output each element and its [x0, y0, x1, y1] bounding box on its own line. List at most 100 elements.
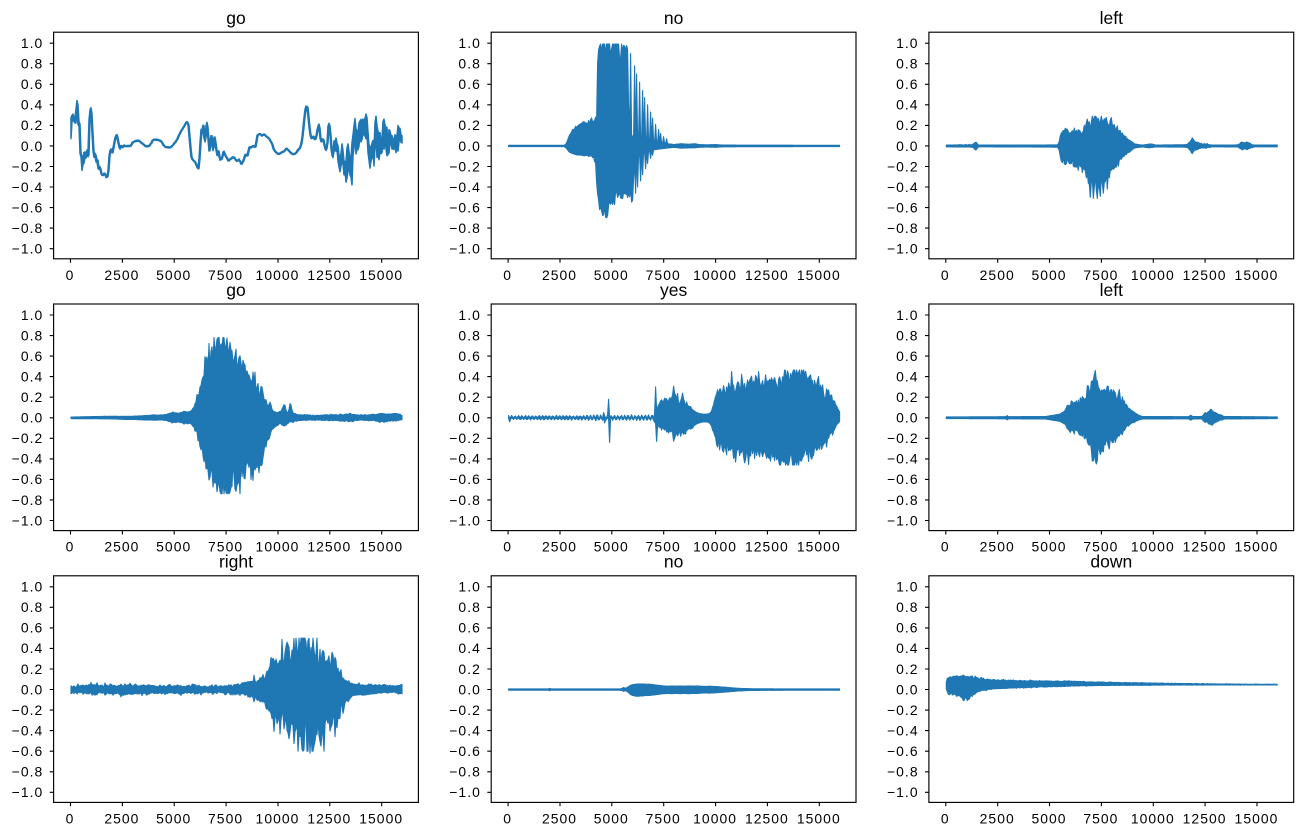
svg-text:0: 0 — [503, 267, 512, 283]
svg-text:15000: 15000 — [359, 539, 403, 555]
svg-text:yes: yes — [660, 280, 687, 300]
svg-text:0: 0 — [66, 539, 75, 555]
svg-text:1.0: 1.0 — [21, 307, 43, 323]
svg-text:2500: 2500 — [542, 539, 577, 555]
svg-text:−0.8: −0.8 — [12, 764, 44, 780]
svg-text:0: 0 — [941, 539, 950, 555]
svg-text:0.8: 0.8 — [21, 56, 43, 72]
svg-text:0.8: 0.8 — [458, 56, 480, 72]
svg-text:right: right — [219, 552, 253, 572]
svg-text:−0.2: −0.2 — [449, 158, 481, 174]
svg-text:−0.2: −0.2 — [887, 702, 919, 718]
svg-text:2500: 2500 — [980, 267, 1015, 283]
svg-text:7500: 7500 — [646, 810, 681, 826]
svg-text:no: no — [664, 8, 683, 28]
svg-text:0.6: 0.6 — [21, 620, 43, 636]
svg-text:1.0: 1.0 — [21, 579, 43, 595]
svg-text:down: down — [1090, 552, 1132, 572]
svg-text:0.4: 0.4 — [21, 97, 43, 113]
svg-text:0.8: 0.8 — [458, 599, 480, 615]
svg-text:0.6: 0.6 — [896, 76, 918, 92]
svg-text:15000: 15000 — [1235, 267, 1279, 283]
svg-text:go: go — [226, 280, 245, 300]
svg-text:10000: 10000 — [1131, 810, 1175, 826]
svg-text:7500: 7500 — [208, 810, 243, 826]
svg-text:5000: 5000 — [156, 539, 191, 555]
svg-text:0.4: 0.4 — [21, 640, 43, 656]
svg-text:10000: 10000 — [256, 539, 300, 555]
svg-text:−0.2: −0.2 — [12, 702, 44, 718]
svg-text:−0.4: −0.4 — [887, 179, 919, 195]
svg-text:−1.0: −1.0 — [449, 784, 481, 800]
svg-text:0: 0 — [503, 539, 512, 555]
svg-text:7500: 7500 — [646, 539, 681, 555]
svg-text:0.8: 0.8 — [21, 327, 43, 343]
svg-text:0.2: 0.2 — [21, 661, 43, 677]
svg-text:0.6: 0.6 — [21, 348, 43, 364]
svg-text:0.4: 0.4 — [458, 97, 480, 113]
svg-text:−0.8: −0.8 — [12, 220, 44, 236]
svg-text:0.6: 0.6 — [896, 348, 918, 364]
svg-text:−0.2: −0.2 — [887, 430, 919, 446]
svg-text:5000: 5000 — [594, 539, 629, 555]
svg-text:0.8: 0.8 — [896, 327, 918, 343]
svg-text:left: left — [1100, 8, 1123, 28]
svg-text:go: go — [226, 8, 245, 28]
svg-text:2500: 2500 — [104, 267, 139, 283]
svg-text:10000: 10000 — [1131, 539, 1175, 555]
svg-text:0.2: 0.2 — [458, 117, 480, 133]
svg-text:left: left — [1100, 280, 1123, 300]
svg-text:5000: 5000 — [594, 267, 629, 283]
svg-text:5000: 5000 — [594, 810, 629, 826]
svg-text:−0.8: −0.8 — [449, 764, 481, 780]
svg-text:0.6: 0.6 — [896, 620, 918, 636]
svg-text:2500: 2500 — [542, 267, 577, 283]
svg-text:10000: 10000 — [1131, 267, 1175, 283]
svg-text:0.2: 0.2 — [896, 389, 918, 405]
svg-text:2500: 2500 — [104, 810, 139, 826]
svg-text:0.8: 0.8 — [458, 327, 480, 343]
svg-text:7500: 7500 — [1083, 539, 1118, 555]
svg-text:−0.6: −0.6 — [12, 199, 44, 215]
svg-text:15000: 15000 — [797, 810, 841, 826]
svg-text:7500: 7500 — [208, 267, 243, 283]
svg-text:0.8: 0.8 — [896, 56, 918, 72]
svg-text:2500: 2500 — [542, 810, 577, 826]
svg-text:15000: 15000 — [359, 810, 403, 826]
svg-text:0.0: 0.0 — [21, 410, 43, 426]
svg-text:15000: 15000 — [1235, 539, 1279, 555]
svg-text:0.2: 0.2 — [458, 389, 480, 405]
svg-text:−0.2: −0.2 — [449, 430, 481, 446]
svg-text:2500: 2500 — [980, 810, 1015, 826]
svg-text:−1.0: −1.0 — [12, 241, 44, 257]
svg-text:15000: 15000 — [359, 267, 403, 283]
svg-text:no: no — [664, 552, 683, 572]
svg-text:0.4: 0.4 — [896, 97, 918, 113]
svg-text:−0.6: −0.6 — [449, 199, 481, 215]
svg-text:−1.0: −1.0 — [449, 512, 481, 528]
svg-text:−0.6: −0.6 — [449, 743, 481, 759]
svg-text:0: 0 — [503, 810, 512, 826]
svg-text:−0.4: −0.4 — [449, 722, 481, 738]
svg-text:1.0: 1.0 — [458, 307, 480, 323]
svg-text:−0.2: −0.2 — [887, 158, 919, 174]
svg-text:0.0: 0.0 — [458, 138, 480, 154]
svg-text:10000: 10000 — [693, 267, 737, 283]
svg-text:12500: 12500 — [1183, 539, 1227, 555]
svg-text:1.0: 1.0 — [21, 35, 43, 51]
svg-text:12500: 12500 — [745, 539, 789, 555]
svg-text:0.0: 0.0 — [896, 138, 918, 154]
svg-text:5000: 5000 — [156, 267, 191, 283]
svg-text:1.0: 1.0 — [458, 35, 480, 51]
svg-text:0.8: 0.8 — [896, 599, 918, 615]
svg-text:15000: 15000 — [797, 267, 841, 283]
svg-text:−0.8: −0.8 — [12, 492, 44, 508]
svg-text:0.4: 0.4 — [896, 640, 918, 656]
svg-text:−1.0: −1.0 — [887, 784, 919, 800]
svg-text:−0.6: −0.6 — [887, 471, 919, 487]
svg-text:12500: 12500 — [307, 810, 351, 826]
svg-text:5000: 5000 — [1031, 267, 1066, 283]
svg-text:5000: 5000 — [156, 810, 191, 826]
svg-text:0.0: 0.0 — [21, 138, 43, 154]
svg-text:0.0: 0.0 — [21, 681, 43, 697]
